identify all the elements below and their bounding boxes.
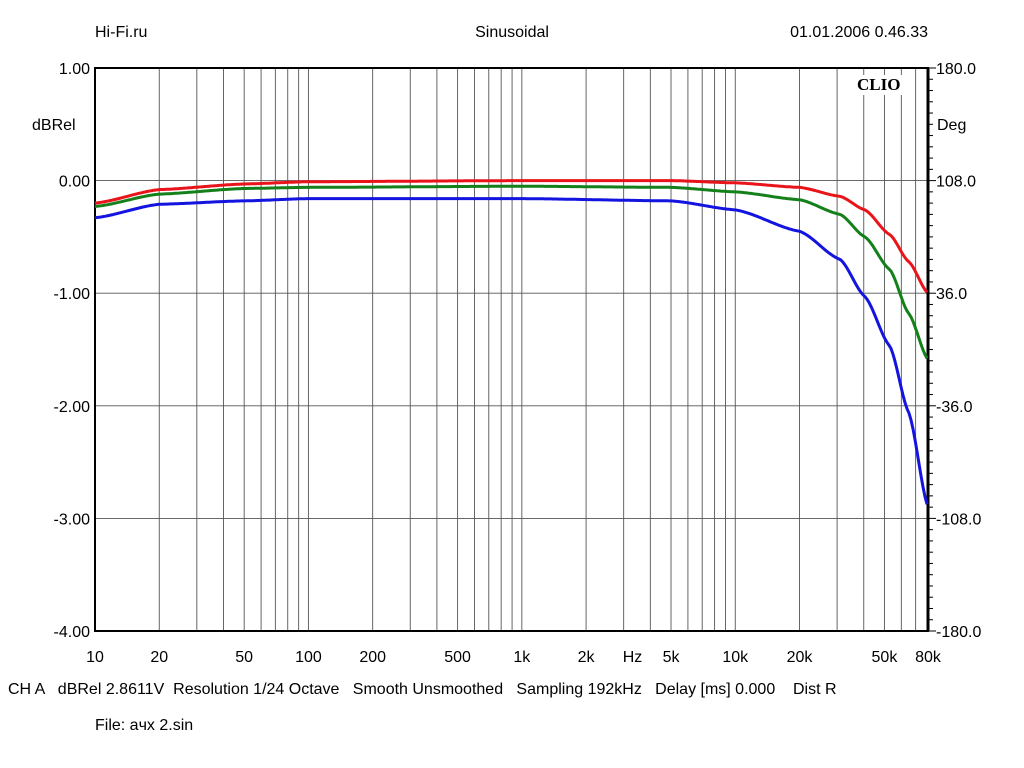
- y-tick-label: 0.00: [59, 174, 90, 191]
- x-tick-label: 200: [359, 649, 386, 666]
- y-tick-label: -2.00: [54, 399, 91, 416]
- x-tick-label: 50k: [872, 649, 899, 666]
- x-tick-label: 80k: [915, 649, 942, 666]
- series-line-green: [94, 184, 929, 359]
- y2-tick-label: -180.0: [936, 624, 981, 641]
- y2-tick-label: 36.0: [936, 286, 967, 303]
- x-tick-label: 10: [86, 649, 104, 666]
- y2-axis-unit: Deg: [937, 117, 967, 134]
- plot-frame: [94, 67, 929, 632]
- y2-tick-label: 180.0: [936, 61, 976, 78]
- header-timestamp: 01.01.2006 0.46.33: [790, 24, 928, 41]
- x-axis-unit: Hz: [623, 649, 643, 666]
- y-tick-label: -3.00: [54, 511, 91, 528]
- x-tick-label: 100: [295, 649, 322, 666]
- measurement-info: CH A dBRel 2.8611V Resolution 1/24 Octav…: [8, 681, 837, 698]
- series-line-red: [94, 179, 929, 294]
- x-tick-label: 10k: [722, 649, 749, 666]
- y-tick-label: -1.00: [54, 286, 91, 303]
- series-line-blue: [94, 197, 929, 505]
- x-tick-label: 5k: [663, 649, 681, 666]
- x-tick-label: 50: [235, 649, 253, 666]
- x-tick-label: 2k: [578, 649, 596, 666]
- y2-tick-label: -36.0: [936, 399, 973, 416]
- y-tick-label: -4.00: [54, 624, 91, 641]
- y2-tick-label: -108.0: [936, 511, 981, 528]
- x-tick-label: 500: [444, 649, 471, 666]
- y-axis-unit: dBRel: [32, 117, 76, 134]
- x-tick-label: 20: [150, 649, 168, 666]
- file-name: File: aчx 2.sin: [95, 717, 194, 734]
- clio-logo: CLIO: [854, 75, 904, 95]
- header-title: Sinusoidal: [475, 24, 549, 41]
- y2-tick-label: 108.0: [936, 174, 976, 191]
- header-site: Hi-Fi.ru: [95, 24, 148, 41]
- x-tick-label: 20k: [787, 649, 814, 666]
- y-tick-label: 1.00: [59, 61, 90, 78]
- x-tick-label: 1k: [513, 649, 531, 666]
